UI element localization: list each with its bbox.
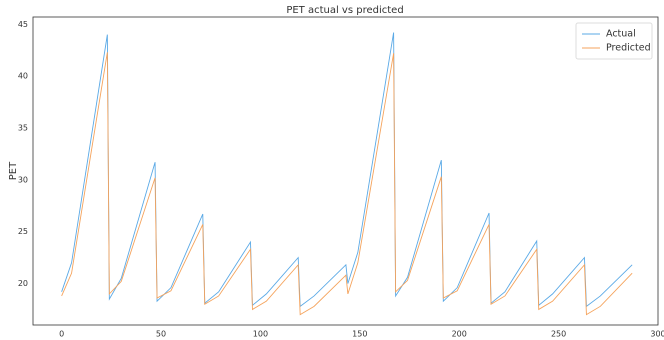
x-tick-label: 150 [352, 330, 367, 339]
legend-box [575, 22, 653, 60]
y-tick-label: 35 [18, 123, 28, 132]
plot-frame [32, 16, 659, 326]
x-tick-label: 0 [59, 330, 64, 339]
series-line [61, 32, 633, 308]
y-tick-label: 40 [18, 72, 28, 81]
x-tick-label: 200 [452, 330, 467, 339]
y-tick-label: 20 [18, 279, 28, 288]
x-tick-label: 100 [253, 330, 268, 339]
series-line [61, 52, 633, 316]
x-tick-label: 300 [650, 330, 664, 339]
y-tick-label: 25 [18, 227, 28, 236]
y-axis-label: PET [8, 161, 19, 180]
y-tick-label: 30 [18, 175, 28, 184]
legend: Actual Predicted [575, 22, 653, 60]
x-tick-label: 50 [156, 330, 166, 339]
y-tick-label: 45 [18, 20, 28, 29]
chart-title: PET actual vs predicted [286, 5, 403, 16]
x-tick-label: 250 [551, 330, 566, 339]
legend-label: Actual [606, 29, 636, 40]
legend-label: Predicted [606, 43, 651, 54]
